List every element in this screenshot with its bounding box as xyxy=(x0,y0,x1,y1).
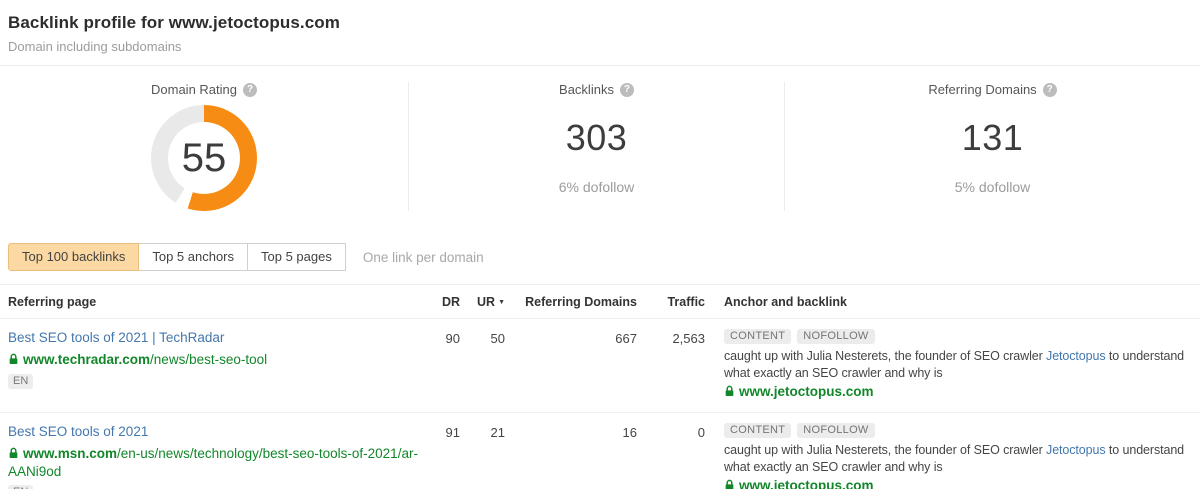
content-badge: CONTENT xyxy=(724,423,792,438)
referring-page-link[interactable]: Best SEO tools of 2021 | TechRadar xyxy=(8,330,225,345)
tabs-row: Top 100 backlinks Top 5 anchors Top 5 pa… xyxy=(0,231,1200,284)
badge-row: CONTENT NOFOLLOW xyxy=(724,329,1194,344)
page-header: Backlink profile for www.jetoctopus.com … xyxy=(0,0,1200,65)
domain-rating-label-row: Domain Rating ? xyxy=(151,82,257,97)
referring-domains-count: 16 xyxy=(622,425,637,440)
nofollow-badge: NOFOLLOW xyxy=(797,329,875,344)
url-domain: www.techradar.com xyxy=(23,352,151,367)
tab-top-5-pages[interactable]: Top 5 pages xyxy=(247,243,346,271)
help-icon[interactable]: ? xyxy=(619,82,634,97)
stat-domain-rating: Domain Rating ? 55 xyxy=(0,82,409,211)
referring-page-url[interactable]: www.techradar.com/news/best-seo-tool xyxy=(8,351,425,369)
referring-page-link[interactable]: Best SEO tools of 2021 xyxy=(8,424,149,439)
one-link-per-domain-filter[interactable]: One link per domain xyxy=(362,249,484,265)
language-badge: EN xyxy=(8,485,34,489)
sort-desc-icon: ▼ xyxy=(498,299,505,306)
anchor-cell: CONTENT NOFOLLOW caught up with Julia Ne… xyxy=(705,329,1194,400)
col-ur[interactable]: UR ▼ xyxy=(477,295,505,309)
stat-backlinks: Backlinks ? 303 6% dofollow xyxy=(409,82,785,211)
backlinks-label-row: Backlinks ? xyxy=(559,82,634,97)
backlinks-table: Referring page DR UR ▼ Referring Domains … xyxy=(0,284,1200,489)
page-title: Backlink profile for www.jetoctopus.com xyxy=(8,13,340,32)
url-path: /news/best-seo-tool xyxy=(150,352,268,367)
referring-page-cell: Best SEO tools of 2021 www.msn.com/en-us… xyxy=(8,423,425,489)
stat-referring-domains: Referring Domains ? 131 5% dofollow xyxy=(785,82,1200,211)
lock-icon xyxy=(724,479,735,489)
referring-page-url[interactable]: www.msn.com/en-us/news/technology/best-s… xyxy=(8,445,425,480)
domain-rating-value: 55 xyxy=(181,135,227,180)
referring-page-cell: Best SEO tools of 2021 | TechRadar www.t… xyxy=(8,329,425,400)
anchor-text: caught up with Julia Nesterets, the foun… xyxy=(724,349,1185,380)
badge-row: CONTENT NOFOLLOW xyxy=(724,423,1194,438)
lock-icon xyxy=(8,446,19,463)
url-path: /en-us/news/technology/best-seo-tools-of… xyxy=(8,446,418,479)
dr-value: 91 xyxy=(445,425,460,440)
backlinks-value: 303 xyxy=(565,117,628,158)
table-row: Best SEO tools of 2021 www.msn.com/en-us… xyxy=(0,412,1200,489)
dr-value: 90 xyxy=(445,331,460,346)
domain-rating-gauge: 55 xyxy=(151,105,257,211)
col-anchor-and-backlink: Anchor and backlink xyxy=(724,295,847,309)
anchor-link[interactable]: Jetoctopus xyxy=(1046,349,1106,363)
referring-domains-label: Referring Domains xyxy=(928,82,1037,97)
referring-domains-value: 131 xyxy=(961,117,1024,158)
referring-domains-label-row: Referring Domains ? xyxy=(928,82,1057,97)
col-dr[interactable]: DR xyxy=(441,295,460,309)
referring-domains-dofollow: 5% dofollow xyxy=(954,179,1031,195)
backlinks-label: Backlinks xyxy=(559,82,614,97)
language-badge: EN xyxy=(8,374,34,389)
anchor-cell: CONTENT NOFOLLOW caught up with Julia Ne… xyxy=(705,423,1194,489)
lock-icon xyxy=(8,352,19,369)
traffic-value: 0 xyxy=(697,425,705,440)
table-row: Best SEO tools of 2021 | TechRadar www.t… xyxy=(0,318,1200,412)
backlink-url[interactable]: www.jetoctopus.com xyxy=(724,478,1194,489)
page-subtitle: Domain including subdomains xyxy=(8,39,182,54)
help-icon[interactable]: ? xyxy=(243,82,257,97)
url-domain: www.msn.com xyxy=(23,446,118,461)
nofollow-badge: NOFOLLOW xyxy=(797,423,875,438)
tab-top-5-anchors[interactable]: Top 5 anchors xyxy=(138,243,249,271)
backlinks-dofollow: 6% dofollow xyxy=(558,179,635,195)
backlink-url[interactable]: www.jetoctopus.com xyxy=(724,384,1194,400)
header-divider xyxy=(0,65,1200,66)
ur-value: 50 xyxy=(490,331,505,346)
ur-value: 21 xyxy=(490,425,505,440)
stats-section: Domain Rating ? 55 Backlinks ? 303 6% do… xyxy=(0,66,1200,231)
col-traffic[interactable]: Traffic xyxy=(667,295,705,309)
anchor-text: caught up with Julia Nesterets, the foun… xyxy=(724,443,1185,474)
table-header: Referring page DR UR ▼ Referring Domains … xyxy=(0,284,1200,318)
content-badge: CONTENT xyxy=(724,329,792,344)
col-referring-page: Referring page xyxy=(8,295,97,309)
tab-top-100-backlinks[interactable]: Top 100 backlinks xyxy=(8,243,140,271)
referring-domains-count: 667 xyxy=(615,331,637,346)
domain-rating-ring xyxy=(151,105,257,211)
traffic-value: 2,563 xyxy=(672,331,705,346)
lock-icon xyxy=(724,385,735,400)
anchor-link[interactable]: Jetoctopus xyxy=(1046,443,1106,457)
col-referring-domains[interactable]: Referring Domains xyxy=(525,295,637,309)
domain-rating-label: Domain Rating xyxy=(151,82,237,97)
help-icon[interactable]: ? xyxy=(1042,82,1057,97)
